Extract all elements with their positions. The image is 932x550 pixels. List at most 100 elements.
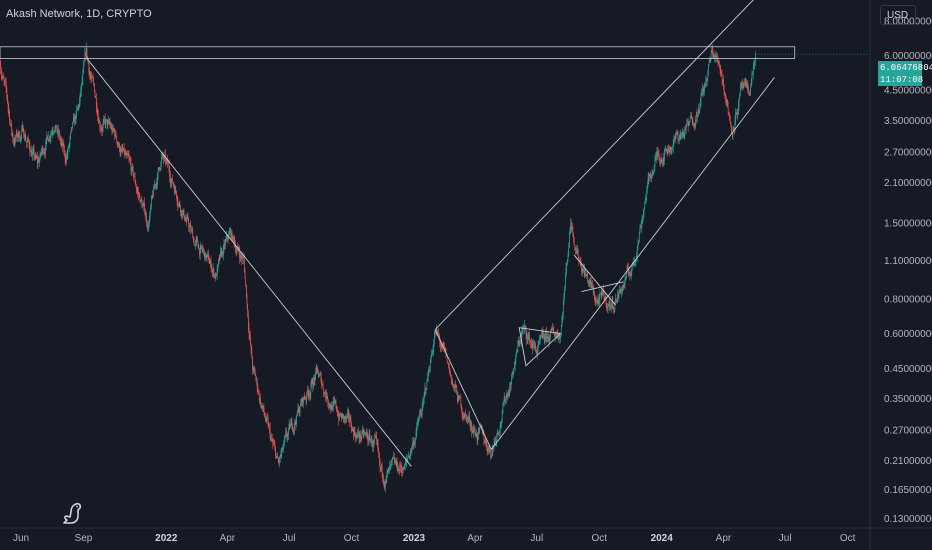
candle-body	[605, 296, 607, 304]
candle-body	[35, 155, 37, 158]
candle-body	[552, 328, 554, 331]
candle-body	[641, 219, 643, 225]
candle-body	[675, 133, 677, 138]
candle-body	[357, 432, 359, 435]
candle-body	[97, 113, 99, 117]
candle-body	[731, 127, 732, 133]
candle-body	[302, 398, 304, 403]
candle-body	[368, 437, 369, 442]
candle-body	[543, 337, 545, 342]
candle-body	[44, 152, 46, 155]
candle-body	[104, 118, 105, 119]
candle-body	[156, 182, 158, 185]
candle-body	[378, 450, 380, 454]
candle-body	[748, 89, 749, 93]
candle-body	[522, 328, 523, 332]
time-tick-label: Jul	[530, 533, 543, 544]
candle-body	[26, 141, 28, 143]
candle-body	[699, 106, 701, 112]
candle-body	[281, 448, 282, 455]
time-axis[interactable]: Jun Sep 2022 Apr Jul Oct 2023 Apr Jul Oct 2024 Apr J…	[13, 533, 856, 544]
candle-body	[581, 266, 582, 272]
candle-body	[284, 435, 286, 440]
time-tick-label: 2022	[155, 533, 178, 544]
candle-body	[347, 411, 349, 414]
candle-body	[753, 66, 755, 68]
candle-body	[536, 352, 538, 355]
candle-body	[231, 232, 233, 241]
chart-title: Akash Network, 1D, CRYPTO	[6, 8, 152, 20]
candle-body	[300, 403, 301, 407]
candle-body	[110, 127, 112, 128]
candle-body	[615, 298, 617, 302]
candle-body	[66, 154, 68, 157]
candle-body	[392, 458, 394, 460]
candle-body	[45, 138, 47, 146]
dinosaur-icon[interactable]	[62, 502, 84, 526]
candle-body	[408, 455, 409, 458]
candle-body	[622, 287, 624, 288]
candle-body	[483, 434, 485, 441]
candle-body	[386, 473, 388, 477]
candle-body	[575, 247, 576, 251]
candle-body	[651, 173, 653, 179]
candle-body	[118, 143, 120, 147]
candle-body	[273, 444, 275, 446]
candle-body	[327, 398, 329, 403]
candle-body	[309, 394, 310, 397]
currency-button[interactable]: USD	[880, 5, 916, 25]
candle-body	[39, 160, 40, 163]
candle-body	[50, 134, 52, 138]
candle-body	[305, 398, 307, 400]
candle-body	[735, 112, 737, 120]
candle-body	[230, 229, 232, 237]
candle-body	[487, 450, 489, 452]
candle-body	[91, 76, 92, 79]
drawings[interactable]	[0, 0, 868, 467]
candle-body	[695, 118, 696, 127]
candle-body	[324, 392, 326, 395]
candle-body	[501, 412, 503, 422]
candle-body	[656, 152, 658, 155]
candle-body	[103, 118, 105, 124]
candle-body	[612, 301, 614, 307]
candle-body	[47, 135, 48, 140]
price-axis[interactable]: 8.00000000 6.00000000 4.50000000 3.50000000…	[884, 16, 932, 525]
candle-body	[657, 152, 658, 155]
candle-body	[26, 141, 27, 143]
candle-body	[469, 416, 470, 422]
candle-body	[617, 294, 619, 297]
candle-body	[642, 216, 644, 220]
candle-body	[381, 465, 383, 473]
candle-body	[571, 222, 572, 230]
candle-body	[383, 482, 385, 486]
candle-body	[157, 169, 159, 177]
candle-body	[421, 413, 422, 416]
candle-body	[664, 148, 666, 153]
candle-body	[627, 267, 629, 269]
candle-body	[537, 348, 538, 355]
candle-body	[87, 59, 89, 64]
candle-body	[418, 419, 420, 423]
candle-body	[174, 189, 176, 193]
candle-body	[23, 131, 25, 137]
candle-body	[517, 344, 519, 352]
candle-body	[90, 77, 92, 79]
candle-body	[175, 189, 177, 192]
candle-body	[354, 431, 356, 435]
candle-body	[149, 211, 151, 220]
candle-body	[294, 423, 295, 430]
candle-body	[752, 73, 753, 74]
candle-body	[336, 410, 338, 416]
candle-body	[171, 178, 173, 183]
candle-body	[452, 382, 454, 386]
candle-body	[246, 297, 248, 305]
candle-body	[484, 441, 486, 444]
candle-body	[564, 276, 566, 288]
candle-body	[658, 154, 660, 160]
candle-body	[591, 281, 593, 286]
candle-body	[596, 299, 598, 302]
candle-body	[595, 299, 597, 303]
